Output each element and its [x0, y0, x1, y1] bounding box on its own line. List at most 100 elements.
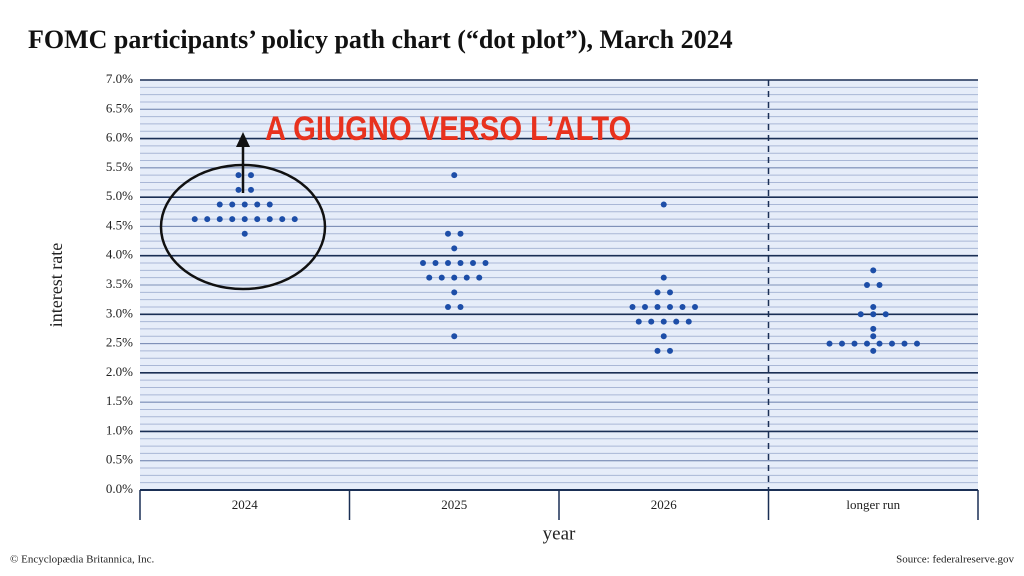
dot: [438, 274, 445, 281]
y-tick-label: 1.0%: [106, 422, 133, 437]
dot: [870, 267, 877, 274]
dot: [629, 303, 636, 310]
dot: [216, 216, 223, 223]
dot: [679, 303, 686, 310]
dot: [204, 216, 211, 223]
dot: [870, 311, 877, 318]
dot: [279, 216, 286, 223]
dot: [241, 216, 248, 223]
dot: [914, 340, 920, 347]
dot: [426, 274, 433, 281]
dot: [451, 274, 458, 281]
dot: [235, 186, 242, 193]
dot: [864, 340, 870, 347]
x-tick-label: longer run: [846, 497, 900, 512]
dot: [248, 186, 254, 193]
y-tick-label: 4.0%: [106, 247, 133, 262]
dot: [235, 172, 242, 179]
dot: [660, 318, 667, 325]
dot: [673, 318, 680, 325]
dot: [457, 260, 464, 267]
dot: [654, 289, 661, 296]
source: Source: federalreserve.gov: [896, 554, 1014, 566]
dot: [870, 325, 877, 332]
dot: [667, 303, 673, 310]
dot: [648, 318, 655, 325]
dot: [451, 245, 458, 252]
y-tick-label: 2.0%: [106, 364, 133, 379]
y-tick-label: 5.5%: [106, 159, 133, 174]
dot: [870, 333, 877, 340]
dot: [482, 260, 489, 267]
chart-title: FOMC participants’ policy path chart (“d…: [28, 25, 733, 54]
dot: [876, 282, 883, 288]
dot: [870, 303, 877, 310]
dot: [445, 260, 451, 267]
y-tick-label: 3.0%: [106, 305, 133, 320]
dot: [241, 201, 248, 208]
x-tick-label: 2026: [651, 497, 678, 512]
dot: [660, 333, 667, 340]
dot: [839, 340, 845, 347]
dot: [229, 216, 236, 223]
dot: [463, 274, 470, 281]
dot: [451, 333, 458, 340]
dot: [864, 282, 870, 288]
y-tick-label: 6.0%: [106, 130, 133, 145]
dot: [660, 201, 667, 208]
dot: [826, 340, 833, 347]
dot: [470, 260, 476, 267]
dot: [692, 303, 698, 310]
credit: © Encyclopædia Britannica, Inc.: [10, 554, 155, 566]
y-tick-label: 3.5%: [106, 276, 133, 291]
dot: [445, 230, 451, 237]
dot: [216, 201, 223, 208]
dot: [291, 216, 298, 223]
y-tick-label: 0.5%: [106, 452, 133, 467]
dot: [851, 340, 858, 347]
y-tick-label: 1.5%: [106, 393, 133, 408]
x-tick-label: 2025: [441, 497, 467, 512]
dot: [451, 172, 458, 179]
y-tick-label: 4.5%: [106, 217, 133, 232]
dot: [451, 289, 458, 296]
y-tick-label: 0.0%: [106, 481, 133, 496]
dot: [889, 340, 895, 347]
y-tick-label: 6.5%: [106, 100, 133, 115]
dot: [254, 216, 261, 223]
dot: [248, 172, 254, 179]
dot: [457, 303, 464, 310]
dot: [660, 274, 667, 281]
y-axis-label: interest rate: [46, 243, 66, 327]
dot: [241, 230, 248, 237]
dot: [476, 274, 483, 281]
dot: [654, 303, 661, 310]
dot: [654, 347, 661, 354]
dot: [685, 318, 692, 325]
dot: [870, 347, 877, 354]
dot: [642, 303, 648, 310]
annotation: A GIUGNO VERSO L’ALTO: [265, 109, 631, 148]
arrow-head: [236, 132, 250, 147]
dot: [420, 260, 426, 267]
dot: [635, 318, 642, 325]
dot: [882, 311, 889, 318]
dot: [229, 201, 236, 208]
dot: [445, 303, 451, 310]
dot: [191, 216, 198, 223]
dot: [266, 201, 273, 208]
dot: [667, 289, 673, 296]
dot: [876, 340, 883, 347]
dot: [901, 340, 908, 347]
y-tick-label: 2.5%: [106, 335, 133, 350]
dot: [432, 260, 439, 267]
dot: [457, 230, 464, 237]
x-tick-label: 2024: [232, 497, 259, 512]
dot: [857, 311, 864, 318]
dot: [254, 201, 261, 208]
x-axis-label: year: [543, 523, 576, 544]
y-tick-label: 5.0%: [106, 188, 133, 203]
dot: [266, 216, 273, 223]
y-tick-label: 7.0%: [106, 71, 133, 86]
